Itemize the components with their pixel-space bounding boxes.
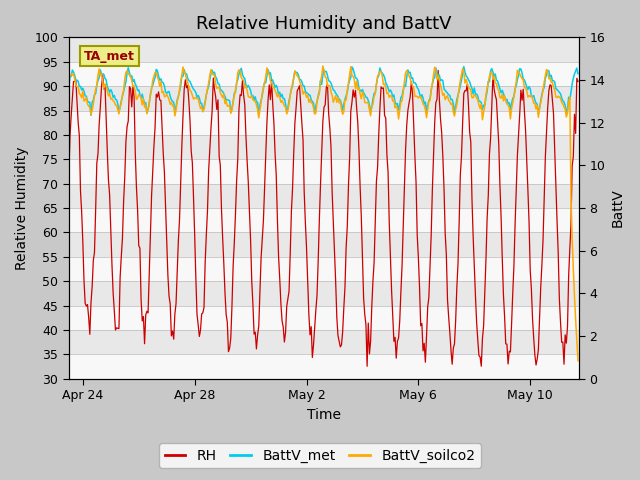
Bar: [69, 110, 579, 135]
Text: TA_met: TA_met: [84, 49, 135, 62]
Title: Relative Humidity and BattV: Relative Humidity and BattV: [196, 15, 452, 33]
Bar: [69, 208, 579, 232]
Y-axis label: Relative Humidity: Relative Humidity: [15, 146, 29, 270]
Y-axis label: BattV: BattV: [611, 189, 625, 228]
Bar: [69, 62, 579, 86]
Bar: [69, 354, 579, 379]
X-axis label: Time: Time: [307, 408, 341, 422]
Bar: [69, 159, 579, 184]
Legend: RH, BattV_met, BattV_soilco2: RH, BattV_met, BattV_soilco2: [159, 443, 481, 468]
Bar: [69, 306, 579, 330]
Bar: [69, 257, 579, 281]
